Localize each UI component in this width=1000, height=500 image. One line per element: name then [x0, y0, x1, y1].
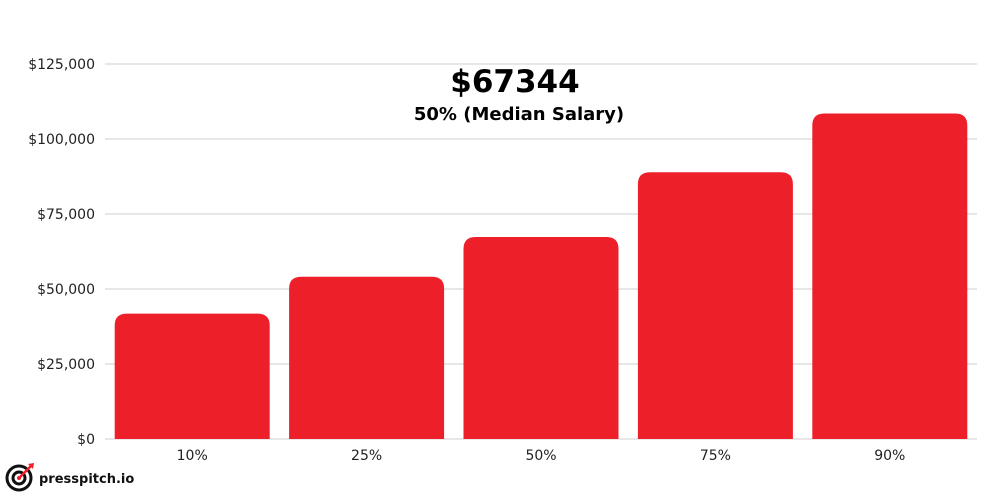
target-arrow-icon [4, 461, 36, 498]
y-tick-label: $100,000 [28, 132, 95, 148]
chart-subtitle: 50% (Median Salary) [414, 104, 624, 125]
x-tick-label: 10% [177, 448, 208, 464]
y-tick-label: $50,000 [37, 282, 95, 298]
bar-50pct [463, 236, 619, 439]
x-tick-label: 50% [525, 448, 556, 464]
bar-90pct [812, 113, 968, 439]
brand-logo: presspitch.io [4, 461, 135, 498]
x-tick-label: 90% [874, 448, 905, 464]
chart-title: $67344 [450, 64, 579, 100]
bar-25pct [289, 276, 445, 439]
y-tick-label: $0 [77, 432, 95, 448]
y-tick-label: $125,000 [28, 57, 95, 73]
y-tick-label: $25,000 [37, 357, 95, 373]
bar-75pct [637, 172, 793, 440]
x-tick-label: 75% [700, 448, 731, 464]
bar-10pct [114, 313, 270, 439]
y-tick-label: $75,000 [37, 207, 95, 223]
x-tick-label: 25% [351, 448, 382, 464]
brand-name: presspitch.io [39, 471, 135, 487]
